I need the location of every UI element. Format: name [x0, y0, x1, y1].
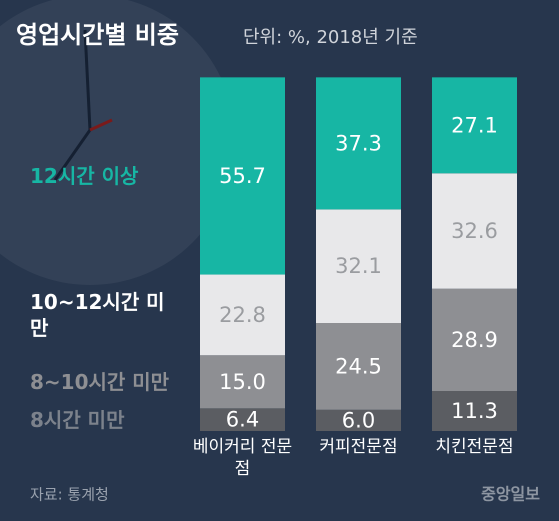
bar-segment [432, 390, 517, 431]
legend-label: 8~10시간 미만 [30, 369, 170, 394]
value-label: 6.0 [342, 408, 375, 432]
value-label: 37.3 [335, 131, 382, 155]
source: 자료: 통계청 [30, 486, 109, 504]
value-label: 6.4 [226, 408, 259, 432]
x-tick-label: 베이커리 전문점 [192, 437, 293, 479]
clock-hand [53, 129, 92, 181]
bar-segment [316, 323, 401, 410]
value-label: 28.9 [451, 328, 498, 352]
legend-label: 12시간 이상 [30, 163, 139, 188]
bar-segment [200, 355, 285, 409]
bar-segment [316, 409, 401, 431]
bar-segment [200, 77, 285, 275]
logo: 중앙일보 [481, 485, 540, 504]
value-label: 32.6 [451, 219, 498, 243]
chart-subtitle: 단위: %, 2018년 기준 [243, 27, 418, 48]
value-label: 32.1 [335, 254, 382, 278]
bar-segment [200, 408, 285, 431]
chart-title: 영업시간별 비중 [16, 21, 179, 49]
x-tick-label: 커피전문점 [319, 437, 398, 457]
value-label: 55.7 [219, 164, 266, 188]
legend-label: 8시간 미만 [30, 407, 125, 432]
bar-segment [432, 288, 517, 391]
clock-hand [83, 29, 92, 131]
value-label: 22.8 [219, 303, 266, 327]
x-tick-label: 치킨전문점 [435, 437, 514, 457]
bar-segment [432, 77, 517, 174]
clock-hand [89, 118, 113, 132]
bar-segment [316, 77, 401, 210]
value-label: 27.1 [451, 113, 498, 137]
clock-face [0, 0, 235, 285]
bar-segment [316, 209, 401, 324]
bar-segment [432, 173, 517, 289]
legend-label: 10~12시간 미만 [30, 289, 165, 340]
bar-segment [200, 274, 285, 356]
value-label: 11.3 [451, 399, 498, 423]
value-label: 24.5 [335, 354, 382, 378]
value-label: 15.0 [219, 370, 266, 394]
